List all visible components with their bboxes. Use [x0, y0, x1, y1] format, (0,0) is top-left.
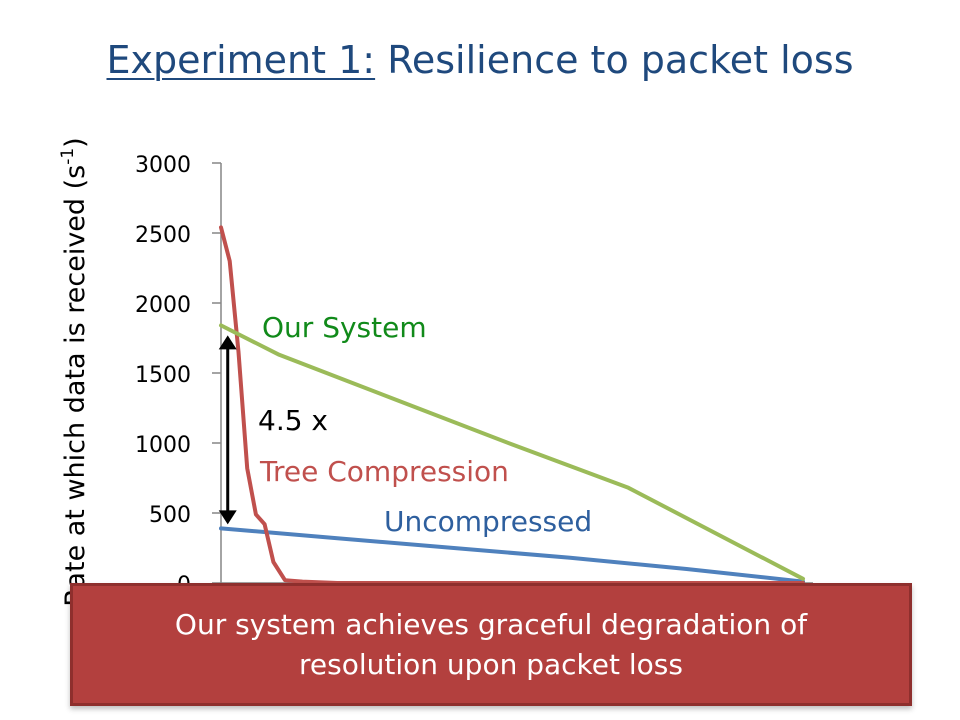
- y-axis-label-superscript: -1: [58, 148, 78, 165]
- title-rest: Resilience to packet loss: [375, 38, 854, 82]
- callout-text: Our system achieves graceful degradation…: [174, 607, 808, 681]
- y-tick-label: 500: [149, 503, 191, 528]
- ratio-label: 4.5 x: [258, 404, 328, 437]
- callout-box: Our system achieves graceful degradation…: [70, 583, 912, 706]
- y-axis-label-main: Rate at which data is received (s: [60, 165, 91, 607]
- y-axis-label-close: ): [60, 137, 91, 148]
- series-label-uncompressed: Uncompressed: [384, 505, 592, 538]
- ratio-arrow-head-top: [218, 335, 237, 350]
- y-tick-label: 2500: [135, 223, 191, 248]
- series-line-uncompressed: [219, 526, 805, 584]
- y-axis-label: Rate at which data is received (s-1): [58, 137, 91, 606]
- series-labels: Our System Tree Compression Uncompressed: [259, 311, 592, 538]
- y-tick-label: 1000: [135, 433, 191, 458]
- svg-text:Rate at which data is received: Rate at which data is received (s-1): [58, 137, 91, 606]
- series-label-tree-compression: Tree Compression: [259, 455, 509, 488]
- title-prefix: Experiment 1:: [106, 38, 376, 82]
- y-tick-label: 3000: [135, 153, 191, 178]
- ratio-annotation: 4.5 x: [218, 335, 328, 525]
- y-ticks: 050010001500200025003000: [135, 153, 221, 598]
- series-lines: [219, 225, 805, 585]
- series-line-our-system: [219, 323, 805, 581]
- slide-title: Experiment 1: Resilience to packet loss: [0, 38, 960, 82]
- ratio-arrow-head-bottom: [218, 510, 237, 525]
- series-line-tree-compression: [219, 225, 805, 585]
- y-tick-label: 1500: [135, 363, 191, 388]
- y-tick-label: 2000: [135, 293, 191, 318]
- series-label-our-system: Our System: [262, 311, 427, 344]
